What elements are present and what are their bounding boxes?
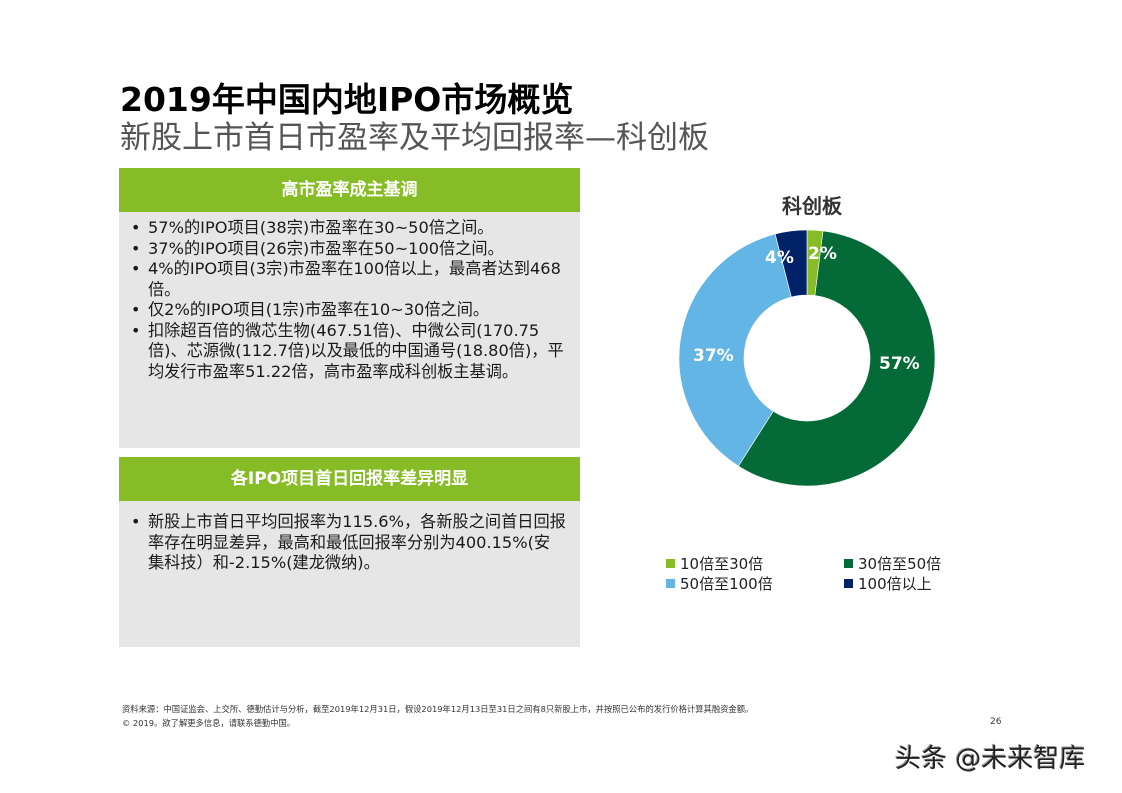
chart-title: 科创板 xyxy=(782,194,842,218)
legend-swatch-icon xyxy=(844,559,853,568)
bullet-item: 扣除超百倍的微芯生物(467.51倍)、中微公司(170.75倍)、芯源微(11… xyxy=(131,321,566,383)
watermark: 头条 @未来智库 xyxy=(895,744,1086,774)
legend-item: 30倍至50倍 xyxy=(844,553,941,574)
bullet-item: 新股上市首日平均回报率为115.6%，各新股之间首日回报率存在明显差异，最高和最… xyxy=(131,512,566,574)
page-number: 26 xyxy=(990,717,1002,727)
slice-label-4pct: 4% xyxy=(765,248,794,268)
slice-label-57pct: 57% xyxy=(879,354,920,374)
legend-item: 50倍至100倍 xyxy=(666,573,773,594)
panel-heading: 各IPO项目首日回报率差异明显 xyxy=(119,457,580,501)
legend-swatch-icon xyxy=(666,579,675,588)
legend-swatch-icon xyxy=(844,579,853,588)
page-subtitle: 新股上市首日市盈率及平均回报率—科创板 xyxy=(120,120,709,156)
panel-first-day-return: 各IPO项目首日回报率差异明显 新股上市首日平均回报率为115.6%，各新股之间… xyxy=(119,457,580,647)
bullet-list: 57%的IPO项目(38宗)市盈率在30~50倍之间。 37%的IPO项目(26… xyxy=(131,218,566,382)
bullet-item: 57%的IPO项目(38宗)市盈率在30~50倍之间。 xyxy=(131,218,566,239)
page-title: 2019年中国内地IPO市场概览 xyxy=(120,80,574,119)
bullet-list: 新股上市首日平均回报率为115.6%，各新股之间首日回报率存在明显差异，最高和最… xyxy=(131,512,566,574)
donut-chart xyxy=(678,229,936,487)
bullet-item: 4%的IPO项目(3宗)市盈率在100倍以上，最高者达到468倍。 xyxy=(131,259,566,300)
legend-swatch-icon xyxy=(666,559,675,568)
bullet-item: 仅2%的IPO项目(1宗)市盈率在10~30倍之间。 xyxy=(131,300,566,321)
donut-slice xyxy=(774,229,808,298)
legend-item: 10倍至30倍 xyxy=(666,553,763,574)
donut-slice xyxy=(678,233,792,467)
panel-body: 57%的IPO项目(38宗)市盈率在30~50倍之间。 37%的IPO项目(26… xyxy=(119,212,580,448)
source-note: 资料来源：中国证监会、上交所、德勤估计与分析，截至2019年12月31日，假设2… xyxy=(122,704,754,714)
panel-body: 新股上市首日平均回报率为115.6%，各新股之间首日回报率存在明显差异，最高和最… xyxy=(119,501,580,647)
panel-high-pe: 高市盈率成主基调 57%的IPO项目(38宗)市盈率在30~50倍之间。 37%… xyxy=(119,168,580,448)
slice-label-2pct: 2% xyxy=(808,244,837,264)
copyright-note: © 2019。欲了解更多信息，请联系德勤中国。 xyxy=(122,718,296,728)
legend-item: 100倍以上 xyxy=(844,573,932,594)
bullet-item: 37%的IPO项目(26宗)市盈率在50~100倍之间。 xyxy=(131,239,566,260)
panel-heading: 高市盈率成主基调 xyxy=(119,168,580,212)
donut-slice xyxy=(737,230,936,487)
slice-label-37pct: 37% xyxy=(693,346,734,366)
